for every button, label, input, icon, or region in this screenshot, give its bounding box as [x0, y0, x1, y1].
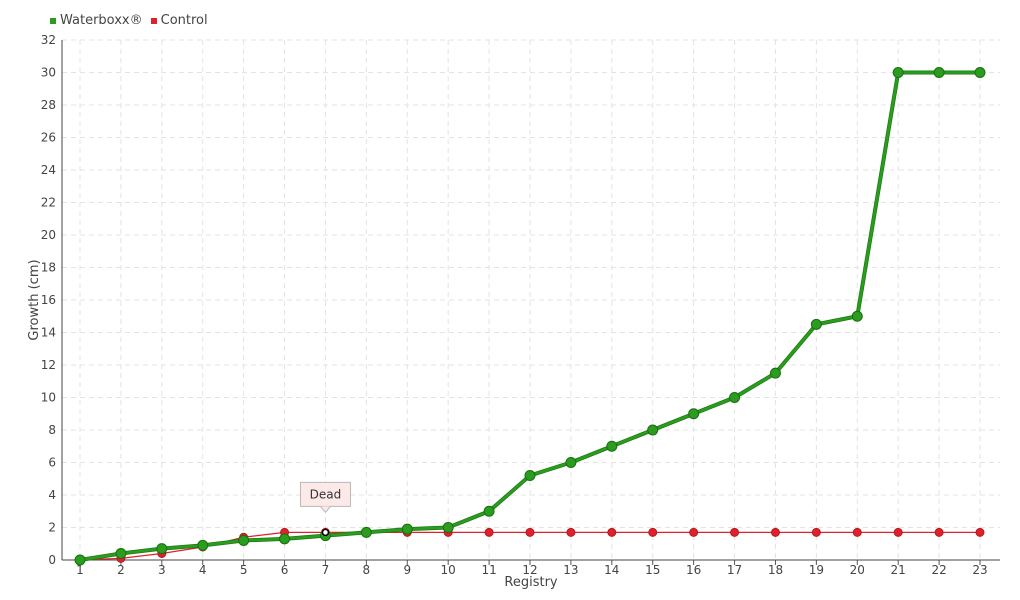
- y-tick-label: 6: [48, 456, 56, 470]
- x-tick-label: 23: [972, 563, 987, 577]
- y-tick-label: 0: [48, 553, 56, 567]
- annotation-pointer: [320, 506, 331, 514]
- data-point-control: [566, 527, 576, 537]
- y-tick-label: 12: [41, 358, 56, 372]
- x-axis-title: Registry: [504, 575, 558, 590]
- data-point-waterboxx: [647, 424, 659, 436]
- y-tick-label: 16: [41, 293, 56, 307]
- data-point-waterboxx: [729, 392, 741, 403]
- y-tick-label: 18: [41, 261, 56, 275]
- y-tick-label: 28: [41, 98, 56, 112]
- x-tick-label: 17: [727, 563, 742, 577]
- data-point-waterboxx: [360, 526, 372, 538]
- x-tick-label: 7: [322, 563, 330, 577]
- data-point-waterboxx: [892, 67, 904, 78]
- data-point-control: [607, 527, 617, 537]
- x-tick-label: 2: [117, 563, 125, 577]
- x-tick-label: 15: [645, 563, 660, 577]
- x-tick-label: 6: [281, 563, 289, 577]
- y-tick-label: 8: [48, 423, 56, 437]
- data-point-control: [525, 527, 535, 537]
- data-point-control: [852, 527, 862, 537]
- x-tick-label: 19: [809, 563, 824, 577]
- y-tick-label: 32: [41, 33, 56, 47]
- data-point-waterboxx: [279, 533, 291, 545]
- annotation-marker: [321, 528, 330, 537]
- x-tick-label: 13: [563, 563, 578, 577]
- data-point-waterboxx: [197, 539, 209, 551]
- y-tick-label: 26: [41, 131, 56, 145]
- data-point-waterboxx: [769, 367, 781, 379]
- legend-swatch-control: [150, 17, 157, 24]
- y-tick-label: 14: [41, 326, 56, 340]
- legend-label-waterboxx: Waterboxx®: [60, 13, 143, 28]
- x-tick-label: 3: [158, 563, 166, 577]
- x-tick-label: 20: [850, 563, 865, 577]
- x-tick-label: 5: [240, 563, 248, 577]
- data-point-waterboxx: [933, 67, 945, 78]
- x-tick-label: 18: [768, 563, 783, 577]
- y-tick-label: 22: [41, 196, 56, 210]
- x-tick-label: 9: [403, 563, 411, 577]
- x-tick-label: 11: [481, 563, 496, 577]
- legend-item-waterboxx[interactable]: Waterboxx®: [50, 13, 143, 28]
- legend-item-control[interactable]: Control: [150, 13, 208, 28]
- data-point-waterboxx: [851, 310, 863, 322]
- data-point-control: [689, 527, 699, 537]
- data-point-control: [730, 527, 740, 537]
- series-line-waterboxx: [79, 71, 980, 562]
- legend-label-control: Control: [160, 13, 208, 28]
- data-point-waterboxx: [115, 548, 127, 559]
- data-point-control: [484, 527, 494, 537]
- y-tick-label: 10: [41, 391, 56, 405]
- legend: Waterboxx® Control: [50, 13, 208, 28]
- data-point-control: [648, 527, 658, 537]
- x-tick-label: 16: [686, 563, 701, 577]
- x-tick-label: 22: [931, 563, 946, 577]
- y-tick-label: 20: [41, 228, 56, 242]
- x-tick-label: 12: [522, 563, 537, 577]
- data-point-waterboxx: [483, 505, 495, 517]
- data-point-waterboxx: [442, 522, 454, 533]
- data-point-waterboxx: [156, 543, 168, 555]
- x-tick-label: 1: [76, 563, 84, 577]
- data-point-control: [770, 527, 780, 537]
- data-point-control: [811, 527, 821, 537]
- y-tick-label: 2: [48, 521, 56, 535]
- y-axis-title: Growth (cm): [27, 259, 42, 340]
- x-tick-label: 10: [441, 563, 456, 577]
- x-tick-label: 8: [363, 563, 371, 577]
- y-tick-label: 30: [41, 66, 56, 80]
- data-point-waterboxx: [974, 67, 986, 78]
- data-point-waterboxx: [524, 470, 536, 481]
- data-point-control: [934, 527, 944, 537]
- series-line-shadow-waterboxx: [79, 70, 980, 562]
- data-point-waterboxx: [74, 554, 86, 566]
- data-point-waterboxx: [238, 535, 250, 546]
- data-point-control: [893, 527, 903, 537]
- data-point-control: [975, 527, 985, 537]
- y-tick-label: 4: [48, 488, 56, 502]
- data-point-waterboxx: [401, 523, 413, 535]
- legend-swatch-waterboxx: [50, 17, 56, 24]
- data-point-waterboxx: [606, 440, 618, 452]
- annotation-label: Dead: [310, 487, 342, 501]
- data-point-waterboxx: [810, 318, 822, 330]
- x-tick-label: 4: [199, 563, 207, 577]
- data-point-waterboxx: [565, 457, 577, 468]
- x-tick-label: 14: [604, 563, 619, 577]
- data-point-waterboxx: [688, 408, 700, 420]
- x-tick-label: 21: [891, 563, 906, 577]
- y-tick-label: 24: [41, 163, 56, 177]
